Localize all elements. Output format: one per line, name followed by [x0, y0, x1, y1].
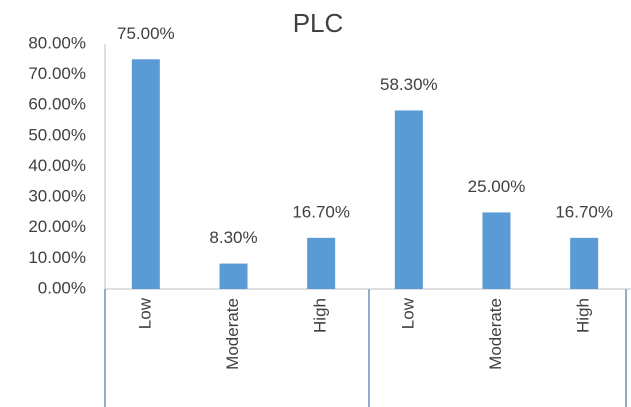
x-tick-label: Moderate: [486, 298, 505, 370]
x-tick-label: Moderate: [223, 298, 242, 370]
x-tick-label: High: [574, 298, 593, 333]
y-tick-label: 60.00%: [28, 95, 86, 114]
bar: [394, 110, 423, 289]
chart-title: PLC: [293, 8, 344, 38]
x-tick-label: Low: [135, 297, 154, 329]
data-label: 25.00%: [468, 177, 526, 196]
bar: [570, 237, 599, 289]
data-label: 16.70%: [555, 202, 613, 221]
data-label: 16.70%: [292, 202, 350, 221]
bar: [219, 263, 248, 289]
y-tick-label: 40.00%: [28, 156, 86, 175]
bar: [131, 59, 160, 289]
data-label: 58.30%: [380, 75, 438, 94]
y-tick-label: 10.00%: [28, 248, 86, 267]
y-tick-label: 20.00%: [28, 217, 86, 236]
data-label: 8.30%: [209, 228, 257, 247]
x-tick-label: Low: [398, 297, 417, 329]
y-tick-label: 30.00%: [28, 187, 86, 206]
y-tick-label: 70.00%: [28, 64, 86, 83]
y-tick-label: 50.00%: [28, 125, 86, 144]
x-tick-label: High: [311, 298, 330, 333]
y-tick-label: 0.00%: [38, 278, 86, 297]
y-tick-label: 80.00%: [28, 33, 86, 52]
data-label: 75.00%: [117, 24, 175, 43]
bar: [307, 237, 336, 289]
bar: [482, 212, 511, 289]
